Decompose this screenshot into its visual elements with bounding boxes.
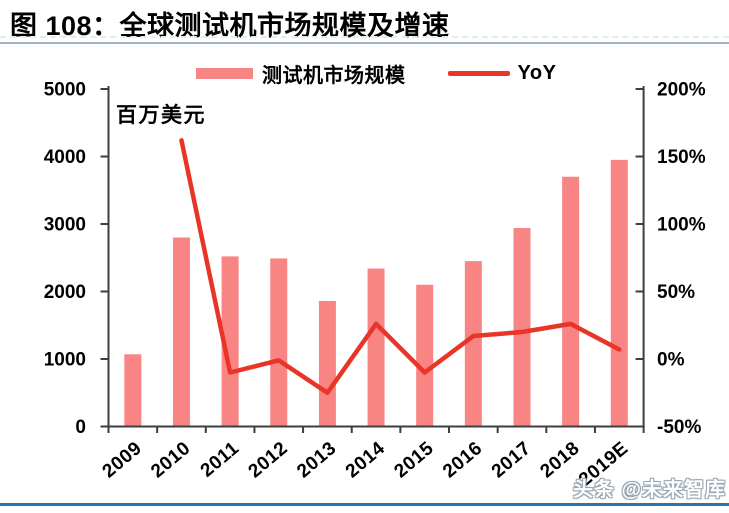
left-axis-tick-label: 4000: [44, 147, 86, 168]
bar-2010: [172, 237, 190, 427]
left-axis-tick-label: 2000: [44, 282, 86, 303]
right-axis-tick-label: 150%: [657, 147, 706, 168]
yoy-line: [179, 138, 622, 395]
bar-2013: [318, 300, 336, 427]
right-axis-tick-label: 50%: [657, 282, 695, 303]
chart-legend: 测试机市场规模 YoY: [196, 59, 556, 88]
line-legend-label: YoY: [517, 62, 557, 84]
x-axis-label-2010: 2010: [147, 438, 194, 483]
faint-divider: [0, 36, 729, 38]
bar-2014: [367, 268, 385, 427]
bar-2015: [416, 284, 434, 427]
left-axis-tick-label: 1000: [44, 350, 86, 371]
bar-2009: [124, 354, 142, 427]
title-divider: [0, 42, 729, 44]
right-axis-tick-label: 200%: [657, 80, 706, 101]
x-axis-label-2009: 2009: [99, 438, 146, 483]
x-axis-label-2016: 2016: [439, 438, 486, 483]
bar-legend-label: 测试机市场规模: [262, 65, 406, 87]
x-axis-label-2012: 2012: [245, 438, 292, 483]
bottom-divider: [0, 503, 729, 506]
watermark: 头条 @未来智库: [573, 479, 727, 501]
bar-2017: [513, 228, 531, 427]
left-axis-tick-label: 3000: [44, 215, 86, 236]
bar-2011: [221, 256, 239, 427]
right-axis-tick-label: -50%: [657, 417, 701, 438]
left-axis-tick-label: 0: [75, 417, 86, 438]
bar-2012: [270, 258, 288, 427]
bar-2016: [464, 261, 482, 427]
bar-2018: [562, 176, 580, 427]
x-axis-label-2013: 2013: [293, 438, 340, 483]
legend-item-bars: 测试机市场规模: [196, 59, 406, 88]
line-legend-swatch: [447, 71, 510, 76]
x-axis-label-2017: 2017: [488, 438, 535, 483]
bar-legend-swatch: [196, 68, 253, 79]
left-axis-unit-label: 百万美元: [116, 104, 206, 127]
right-axis-tick-label: 0%: [657, 350, 685, 371]
left-axis-tick-label: 5000: [44, 80, 86, 101]
x-axis-label-2014: 2014: [342, 438, 389, 483]
legend-item-line: YoY: [447, 62, 557, 85]
bar-2019E: [610, 159, 628, 427]
right-axis-tick-label: 100%: [657, 215, 706, 236]
x-axis-label-2011: 2011: [197, 438, 244, 482]
x-axis-label-2015: 2015: [390, 438, 437, 483]
